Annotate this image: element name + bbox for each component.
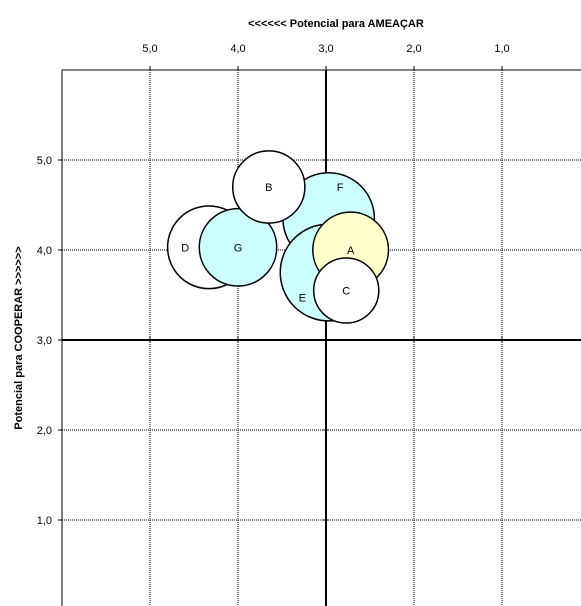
bubble-label-e: E [299, 293, 306, 305]
bubble-label-c: C [342, 286, 350, 298]
y-tick-label: 5,0 [37, 155, 52, 167]
y-tick-label: 2,0 [37, 425, 52, 437]
bubble-label-d: D [181, 242, 189, 254]
y-tick-label: 3,0 [37, 335, 52, 347]
grid-lines [62, 70, 581, 606]
x-axis-title: <<<<<< Potencial para AMEAÇAR [248, 18, 424, 30]
bubbles: F E A C D G B [166, 150, 390, 324]
x-tick-label: 1,0 [494, 43, 509, 55]
x-tick-label: 4,0 [230, 43, 245, 55]
bubble-label-b: B [265, 182, 272, 194]
axes [58, 66, 581, 606]
bubble-g [198, 207, 278, 287]
x-tick-label: 5,0 [142, 43, 157, 55]
x-tick-label: 2,0 [406, 43, 421, 55]
y-axis-title: Potencial para COOPERAR >>>>>> [13, 246, 25, 429]
bubble-label-a: A [347, 245, 355, 257]
x-tick-label: 3,0 [318, 43, 333, 55]
y-tick-label: 1,0 [37, 515, 52, 527]
tick-labels: 5,0 4,0 3,0 2,0 1,0 5,0 4,0 3,0 2,0 1,0 [37, 43, 510, 527]
bubble-label-g: G [234, 242, 243, 254]
y-tick-label: 4,0 [37, 245, 52, 257]
bubble-c [312, 257, 380, 324]
bubble-b [231, 150, 306, 224]
bubble-label-f: F [337, 182, 344, 194]
